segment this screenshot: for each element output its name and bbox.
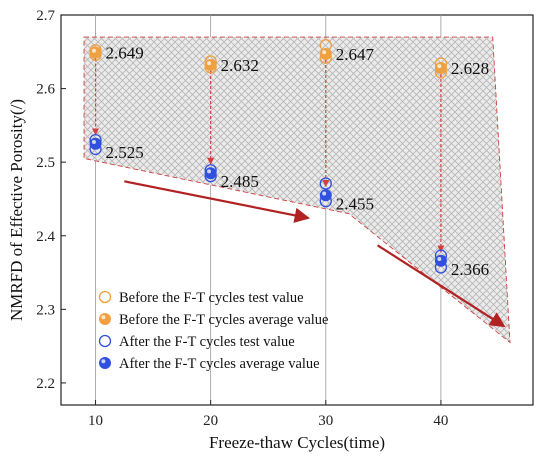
legend-marker-2 — [99, 313, 111, 325]
x-axis-title: Freeze-thaw Cycles(time) — [209, 433, 385, 452]
drop-arrows — [91, 58, 445, 253]
x-tick-label-20: 20 — [203, 413, 218, 429]
point-s4-1 — [89, 137, 102, 150]
y-axis-title: NMRFD of Effective Porosity(/) — [7, 99, 26, 321]
label-after-30: 2.455 — [336, 194, 374, 213]
point-s2-1 — [89, 46, 102, 59]
trend-arrow-2 — [376, 244, 506, 328]
point-s4-3 — [319, 189, 332, 202]
legend-label-4: After the F-T cycles average value — [119, 356, 320, 372]
point-s2-3 — [319, 48, 332, 60]
plot-area: 2.649 2.632 2.647 2.628 2.525 2.485 2.455 2.366 — [60, 14, 534, 406]
label-before-30: 2.647 — [336, 45, 375, 64]
x-tick-label-30: 30 — [318, 413, 333, 429]
y-tick-label-2.6: 2.6 — [36, 82, 55, 98]
trend-arrows — [124, 180, 506, 328]
y-tick-label-2.7: 2.7 — [36, 8, 55, 24]
y-tick-label-2.3: 2.3 — [36, 302, 55, 318]
label-before-20: 2.632 — [221, 56, 259, 75]
x-axis: 10 20 30 40 — [88, 400, 448, 429]
point-s4-2 — [204, 167, 217, 180]
label-before-10: 2.649 — [106, 44, 144, 63]
y-tick-label-2.5: 2.5 — [36, 155, 55, 171]
legend-marker-3 — [98, 334, 112, 348]
x-tick-label-10: 10 — [88, 413, 103, 429]
point-s2-2 — [204, 59, 217, 72]
point-s2-4 — [434, 61, 447, 74]
data-labels: 2.649 2.632 2.647 2.628 2.525 2.485 2.455 2.366 — [106, 44, 490, 279]
legend-marker-4 — [99, 357, 111, 369]
legend-label-2: Before the F-T cycles average value — [119, 312, 328, 328]
x-tick-label-40: 40 — [433, 413, 448, 429]
trend-arrow-1 — [124, 180, 311, 223]
label-after-40: 2.366 — [451, 260, 489, 279]
data-points — [89, 39, 448, 274]
plot-frame — [60, 14, 534, 406]
legend-label-3: After the F-T cycles test value — [119, 334, 295, 350]
label-after-10: 2.525 — [106, 143, 144, 162]
y-axis: 2.2 2.3 2.4 2.5 2.6 2.7 — [36, 8, 66, 392]
legend: Before the F-T cycles test value Before t… — [98, 290, 328, 372]
legend-label-1: Before the F-T cycles test value — [119, 290, 304, 306]
y-tick-label-2.2: 2.2 — [36, 376, 55, 392]
label-before-40: 2.628 — [451, 59, 489, 78]
y-tick-label-2.4: 2.4 — [36, 229, 55, 245]
legend-marker-1 — [98, 290, 112, 304]
point-s4-4 — [434, 254, 447, 267]
label-after-20: 2.485 — [221, 172, 259, 191]
point-s3-5 — [319, 177, 332, 190]
